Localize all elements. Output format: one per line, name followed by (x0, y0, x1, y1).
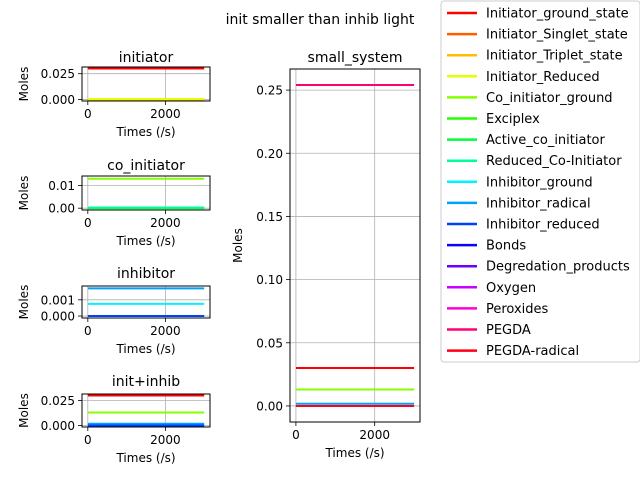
subplot-title: co_initiator (107, 158, 185, 174)
legend-label-14: Peroxides (486, 302, 549, 317)
y-tick-label-0: 0.000 (41, 93, 75, 107)
x-tick-label-0: 0 (84, 324, 92, 338)
y-axis-label: Moles (17, 285, 31, 320)
subplot-title: small_system (308, 50, 403, 66)
subplot-1: 0 2000 0.00 0.01 co_initiator Times (/s) Moles (17, 158, 211, 248)
axes-frame (81, 66, 211, 102)
legend-label-15: PEGDA (486, 323, 531, 338)
legend-label-3: Initiator_Reduced (486, 70, 600, 85)
y-tick-label-0: 0.00 (256, 399, 283, 413)
y-axis-label: Moles (231, 228, 245, 263)
y-axis-label: Moles (17, 67, 31, 102)
y-tick-label-5: 0.25 (256, 84, 283, 98)
y-tick-label-1: 0.025 (41, 67, 75, 81)
axes-frame (81, 393, 211, 428)
x-tick-label-1: 2000 (150, 216, 181, 230)
y-tick-label-1: 0.01 (48, 179, 75, 193)
axes-frame (81, 285, 211, 319)
axes-frame (289, 68, 421, 423)
figure-suptitle: init smaller than inhib light (226, 12, 415, 28)
y-tick-label-4: 0.20 (256, 147, 283, 161)
x-axis-label: Times (/s) (115, 125, 175, 139)
subplot-3: 0 2000 0.000 0.025 init+inhib Times (/s) Moles (17, 374, 211, 465)
x-tick-label-1: 2000 (359, 428, 390, 442)
x-axis-label: Times (/s) (115, 451, 175, 465)
y-tick-label-1: 0.025 (41, 394, 75, 408)
x-axis-label: Times (/s) (115, 342, 175, 356)
y-tick-label-0: 0.000 (41, 310, 75, 324)
legend-label-12: Degredation_products (486, 260, 630, 275)
subplot-title: init+inhib (112, 374, 180, 390)
y-axis-label: Moles (17, 393, 31, 428)
y-tick-label-1: 0.05 (256, 336, 283, 350)
x-tick-label-0: 0 (84, 107, 92, 121)
subplot-2: 0 2000 0.000 0.001 inhibitor Times (/s) Moles (17, 266, 211, 356)
legend-label-5: Exciplex (486, 112, 540, 127)
x-axis-label: Times (/s) (324, 446, 384, 460)
legend-label-11: Bonds (486, 239, 526, 254)
x-axis-label: Times (/s) (115, 234, 175, 248)
legend-label-13: Oxygen (486, 281, 536, 296)
legend-label-8: Inhibitor_ground (486, 175, 593, 190)
subplot-title: initiator (119, 50, 174, 66)
legend-label-16: PEGDA-radical (486, 344, 579, 359)
legend-label-10: Inhibitor_reduced (486, 218, 600, 233)
legend: Initiator_ground_state Initiator_Singlet_… (440, 0, 640, 363)
y-tick-label-2: 0.10 (256, 273, 283, 287)
x-tick-label-1: 2000 (150, 107, 181, 121)
subplot-0: 0 2000 0.000 0.025 initiator Times (/s) Moles (17, 50, 211, 139)
y-tick-label-3: 0.15 (256, 210, 283, 224)
legend-label-1: Initiator_Singlet_state (486, 28, 628, 43)
legend-label-4: Co_initiator_ground (486, 91, 613, 106)
legend-frame (440, 0, 640, 363)
axes-frame (81, 175, 211, 211)
legend-label-6: Active_co_initiator (486, 133, 606, 148)
y-tick-label-0: 0.00 (48, 202, 75, 216)
subplot-title: inhibitor (117, 266, 175, 282)
legend-label-7: Reduced_Co-Initiator (486, 154, 622, 169)
legend-label-0: Initiator_ground_state (486, 7, 629, 22)
x-tick-label-0: 0 (84, 433, 92, 447)
y-tick-label-1: 0.001 (41, 293, 75, 307)
x-tick-label-1: 2000 (150, 433, 181, 447)
y-tick-label-0: 0.000 (41, 419, 75, 433)
x-tick-label-0: 0 (292, 428, 300, 442)
legend-label-9: Inhibitor_radical (486, 196, 591, 211)
subplot-4: 0 2000 0.00 0.05 0.10 0.15 0.20 0.25 small_syste… (231, 50, 421, 460)
y-axis-label: Moles (17, 176, 31, 211)
x-tick-label-0: 0 (84, 216, 92, 230)
x-tick-label-1: 2000 (150, 324, 181, 338)
legend-label-2: Initiator_Triplet_state (486, 49, 623, 64)
